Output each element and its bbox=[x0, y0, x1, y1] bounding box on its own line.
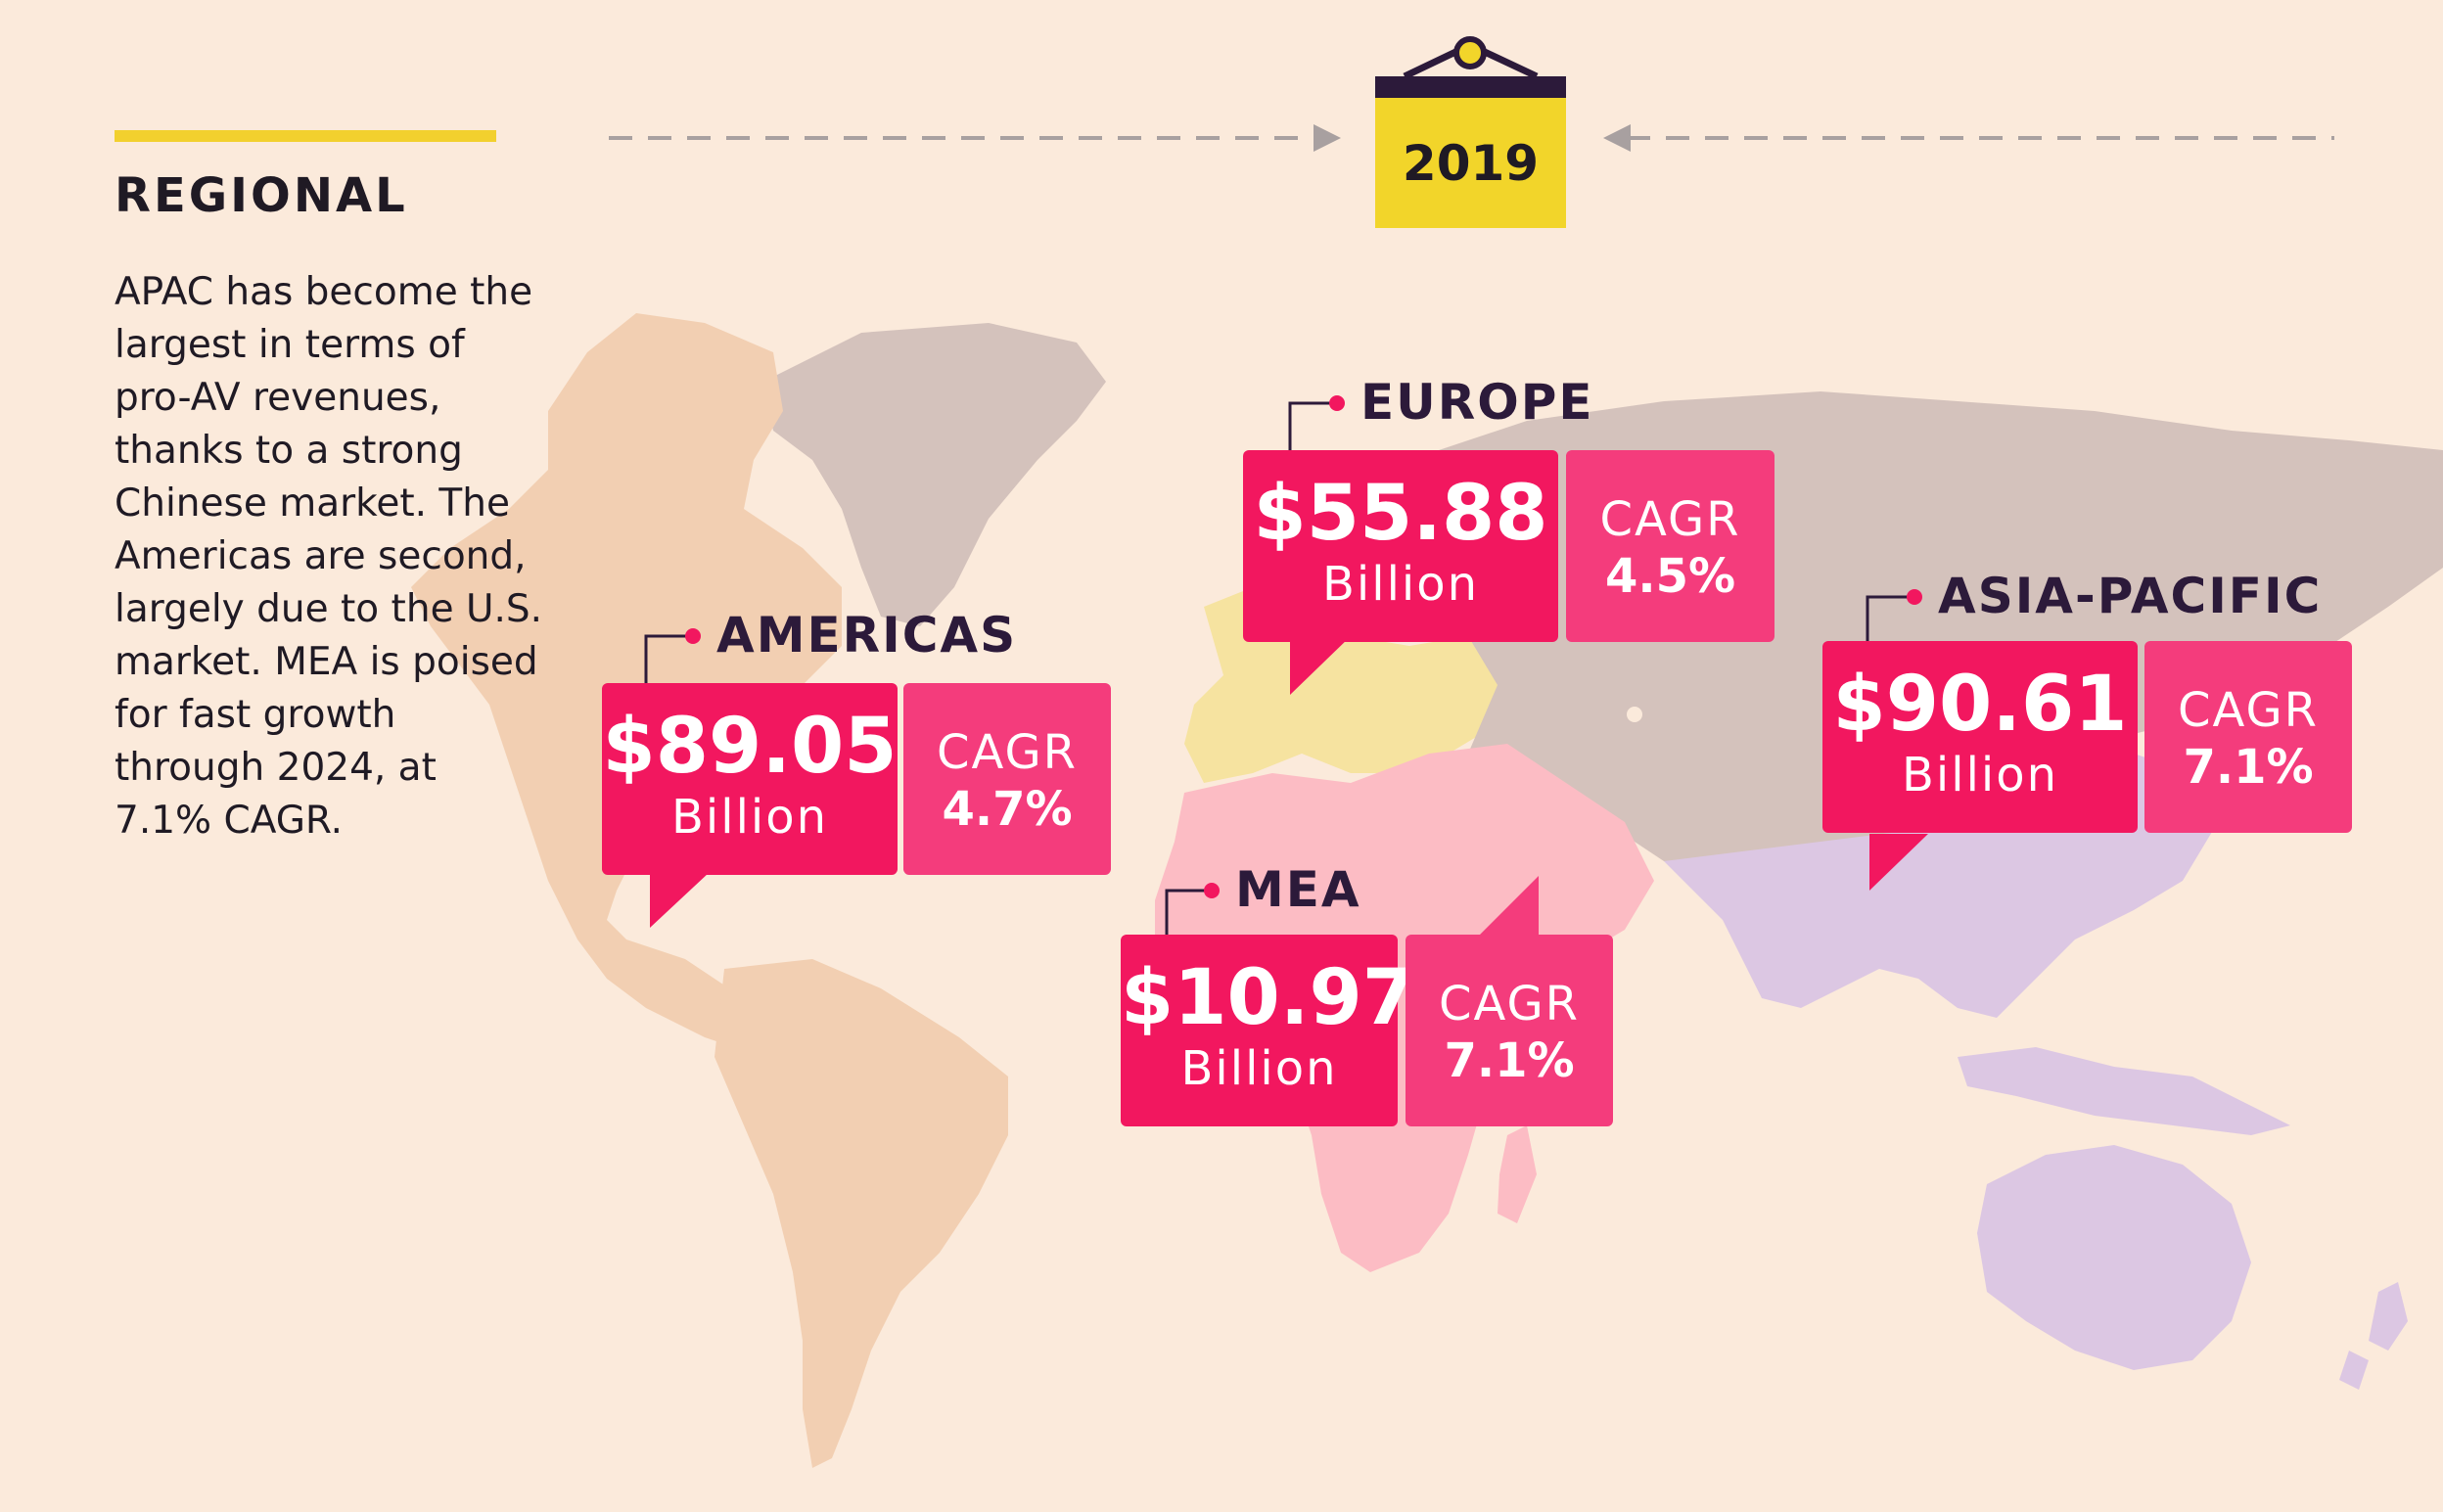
south-america-land bbox=[714, 959, 1008, 1468]
lake-dot bbox=[1627, 707, 1642, 722]
apac-value-box: $90.61 Billion bbox=[1822, 641, 2138, 833]
apac-unit: Billion bbox=[1901, 748, 2059, 802]
year-badge: 2019 bbox=[1375, 98, 1566, 228]
calendar-binding bbox=[1375, 76, 1566, 98]
apac-pointer bbox=[1869, 834, 1928, 891]
americas-dot bbox=[685, 628, 701, 644]
intro-text: APAC has become the largest in terms of … bbox=[115, 270, 543, 843]
americas-value-box: $89.05 Billion bbox=[602, 683, 898, 875]
europe-dot bbox=[1329, 395, 1345, 411]
new-zealand-land bbox=[2339, 1282, 2408, 1390]
apac-cagr-value: 7.1% bbox=[2183, 740, 2314, 795]
apac-amount: $90.61 bbox=[1832, 661, 2128, 749]
timeline-right-arrowhead bbox=[1603, 124, 1631, 152]
americas-cagr-label: CAGR bbox=[936, 725, 1079, 780]
apac-dot bbox=[1907, 589, 1922, 605]
mea-cagr-label: CAGR bbox=[1438, 977, 1581, 1031]
europe-cagr-value: 4.5% bbox=[1604, 549, 1736, 604]
indonesia-land bbox=[1958, 1047, 2290, 1135]
apac-cagr-box: CAGR 7.1% bbox=[2144, 641, 2352, 833]
americas-unit: Billion bbox=[670, 790, 829, 845]
americas-amount: $89.05 bbox=[602, 703, 898, 791]
europe-connector bbox=[1288, 401, 1335, 450]
mea-cagr-value: 7.1% bbox=[1444, 1033, 1575, 1088]
madagascar-land bbox=[1498, 1125, 1537, 1223]
greenland-land bbox=[763, 323, 1106, 626]
apac-label: ASIA-PACIFIC bbox=[1938, 568, 2323, 624]
americas-label: AMERICAS bbox=[716, 607, 1018, 664]
europe-amount: $55.88 bbox=[1253, 470, 1548, 558]
europe-value-box: $55.88 Billion bbox=[1243, 450, 1558, 642]
americas-connector bbox=[644, 634, 691, 683]
mea-value-box: $10.97 Billion bbox=[1121, 935, 1415, 1126]
mea-unit: Billion bbox=[1180, 1041, 1338, 1096]
timeline bbox=[609, 36, 2334, 152]
europe-pointer bbox=[1290, 636, 1351, 695]
americas-cagr-value: 4.7% bbox=[942, 782, 1073, 837]
apac-connector bbox=[1866, 595, 1911, 641]
mea-land bbox=[1155, 744, 1654, 1272]
calendar-ring bbox=[1453, 36, 1487, 69]
australia-land bbox=[1977, 1145, 2251, 1370]
europe-cagr-box: CAGR 4.5% bbox=[1566, 450, 1775, 642]
americas-cagr-box: CAGR 4.7% bbox=[903, 683, 1111, 875]
title-accent-bar bbox=[115, 130, 496, 142]
page-title: REGIONAL bbox=[115, 168, 408, 223]
apac-cagr-label: CAGR bbox=[2177, 683, 2320, 738]
mea-pointer bbox=[1480, 876, 1539, 935]
mea-cagr-box: CAGR 7.1% bbox=[1406, 935, 1613, 1126]
mea-dot bbox=[1204, 883, 1220, 898]
timeline-left-arrowhead bbox=[1314, 124, 1341, 152]
europe-label: EUROPE bbox=[1360, 374, 1594, 431]
americas-pointer bbox=[650, 873, 709, 928]
europe-unit: Billion bbox=[1321, 557, 1480, 612]
mea-connector bbox=[1165, 889, 1210, 935]
mea-label: MEA bbox=[1235, 861, 1361, 918]
mea-amount: $10.97 bbox=[1121, 954, 1415, 1042]
europe-cagr-label: CAGR bbox=[1599, 492, 1741, 547]
